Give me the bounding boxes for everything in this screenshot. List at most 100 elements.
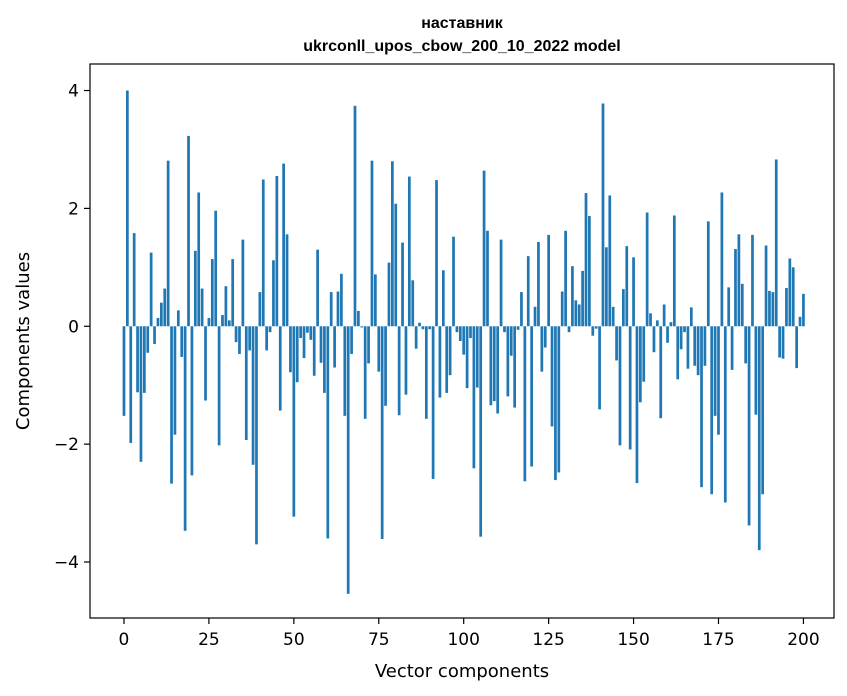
bar-157: [655, 320, 659, 327]
bar-23: [200, 288, 204, 327]
bar-159: [662, 304, 666, 327]
bar-117: [520, 292, 523, 327]
bar-81: [397, 326, 401, 416]
bar-120: [530, 326, 533, 467]
bar-130: [564, 230, 567, 327]
bar-77: [384, 326, 387, 406]
bar-167: [689, 307, 693, 327]
bar-16: [176, 310, 180, 327]
y-axis-ticks: −4 −2 0 2 4: [54, 82, 90, 573]
bar-63: [336, 291, 340, 327]
bar-163: [676, 326, 680, 380]
bar-102: [469, 326, 472, 339]
bar-21: [193, 250, 197, 327]
bar-127: [554, 326, 557, 481]
bar-131: [567, 326, 571, 333]
y-tick-label-4: 4: [68, 82, 79, 102]
bar-195: [785, 287, 788, 327]
bar-20: [190, 326, 194, 476]
bar-166: [686, 326, 690, 369]
bar-200: [802, 293, 805, 327]
bar-142: [605, 247, 608, 327]
bar-197: [791, 267, 795, 327]
bar-145: [615, 326, 618, 361]
bar-36: [244, 326, 248, 441]
bar-122: [537, 241, 540, 327]
bar-181: [737, 234, 741, 327]
bar-171: [703, 326, 707, 366]
bar-191: [771, 292, 775, 327]
bar-118: [523, 326, 527, 482]
bar-75: [377, 326, 381, 372]
x-tick-label-7: 175: [702, 630, 734, 650]
bar-44: [272, 260, 275, 327]
bar-61: [329, 292, 333, 327]
bar-116: [516, 326, 520, 330]
bar-128: [557, 326, 561, 473]
bar-177: [723, 326, 727, 503]
bar-109: [492, 326, 496, 402]
bar-123: [540, 326, 544, 372]
chart-title-line-2: ukrconll_upos_cbow_200_10_2022 model: [303, 38, 620, 55]
bar-132: [571, 266, 574, 327]
bar-7: [146, 326, 150, 353]
bar-106: [482, 170, 486, 327]
bar-192: [774, 159, 778, 327]
bar-37: [248, 326, 252, 351]
chart-title-line-1: наставник: [421, 15, 504, 32]
bar-6: [143, 326, 146, 393]
bar-60: [326, 326, 330, 539]
bar-113: [506, 326, 510, 397]
bar-135: [581, 270, 584, 327]
bar-5: [139, 326, 143, 462]
bar-111: [499, 239, 503, 327]
bar-147: [622, 289, 625, 327]
bar-3: [132, 233, 136, 327]
bar-67: [350, 326, 353, 354]
x-tick-label-2: 50: [283, 630, 305, 650]
bar-198: [795, 326, 798, 369]
bar-151: [635, 326, 639, 484]
bar-153: [642, 326, 646, 382]
bar-13: [166, 160, 170, 327]
bar-172: [706, 221, 710, 327]
bar-62: [333, 326, 336, 368]
bar-39: [255, 326, 258, 545]
bar-160: [666, 326, 669, 343]
bar-55: [309, 326, 313, 340]
bar-176: [720, 192, 724, 327]
bar-1: [126, 90, 129, 327]
bar-29: [221, 315, 224, 327]
bar-52: [299, 326, 302, 339]
bar-85: [411, 280, 415, 327]
bar-87: [418, 322, 421, 327]
y-tick-label-1: −2: [54, 435, 79, 455]
bar-71: [363, 326, 367, 419]
bar-38: [251, 326, 255, 465]
bars-group: [122, 90, 805, 594]
bar-53: [302, 326, 306, 359]
bar-50: [292, 326, 296, 517]
bar-188: [761, 326, 765, 495]
bar-34: [238, 326, 241, 354]
bar-100: [462, 326, 466, 355]
bar-187: [757, 326, 761, 551]
bar-190: [768, 290, 771, 327]
bar-47: [282, 163, 285, 327]
bar-137: [588, 216, 591, 327]
plot-frame: [89, 63, 835, 619]
bar-170: [700, 326, 703, 488]
bar-161: [669, 322, 673, 327]
bar-186: [754, 326, 758, 415]
bar-134: [577, 304, 581, 327]
bar-104: [475, 326, 479, 388]
bar-114: [509, 326, 513, 356]
bar-115: [513, 326, 517, 408]
bar-125: [547, 234, 550, 327]
bar-86: [414, 326, 418, 349]
bar-72: [367, 326, 370, 364]
bar-35: [241, 239, 245, 327]
bar-19: [187, 135, 190, 327]
bar-107: [486, 230, 489, 327]
bar-149: [628, 326, 632, 450]
